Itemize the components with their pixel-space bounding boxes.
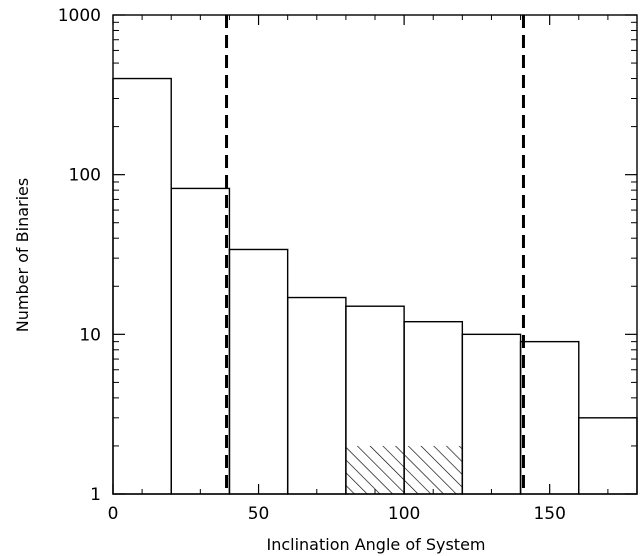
histogram-bar-0	[112, 77, 172, 495]
y-axis-label: Number of Binaries	[13, 178, 32, 332]
y-tick-label: 1	[90, 485, 101, 505]
hatched-bar-0	[345, 445, 405, 494]
histogram-bar-8	[578, 417, 638, 495]
histogram-bar-7	[519, 340, 580, 495]
y-tick-label: 1000	[58, 6, 101, 26]
plot-frame	[112, 14, 638, 495]
x-tick-label: 0	[108, 504, 119, 524]
histogram-bar-2	[228, 248, 289, 495]
plot-area: 0 50 100 150 1 10 100 1000	[58, 6, 638, 524]
y-tick-label: 10	[79, 325, 101, 345]
hatched-bar-1	[404, 445, 463, 494]
y-tick-label: 100	[69, 166, 101, 186]
x-tick-label: 100	[388, 504, 420, 524]
histogram-bar-3	[286, 296, 347, 495]
x-tick-label: 50	[248, 504, 270, 524]
x-tick-label: 150	[533, 504, 565, 524]
x-axis-label: Inclination Angle of System	[266, 535, 485, 554]
histogram-bar-1	[170, 187, 231, 495]
histogram-bar-6	[461, 333, 522, 495]
